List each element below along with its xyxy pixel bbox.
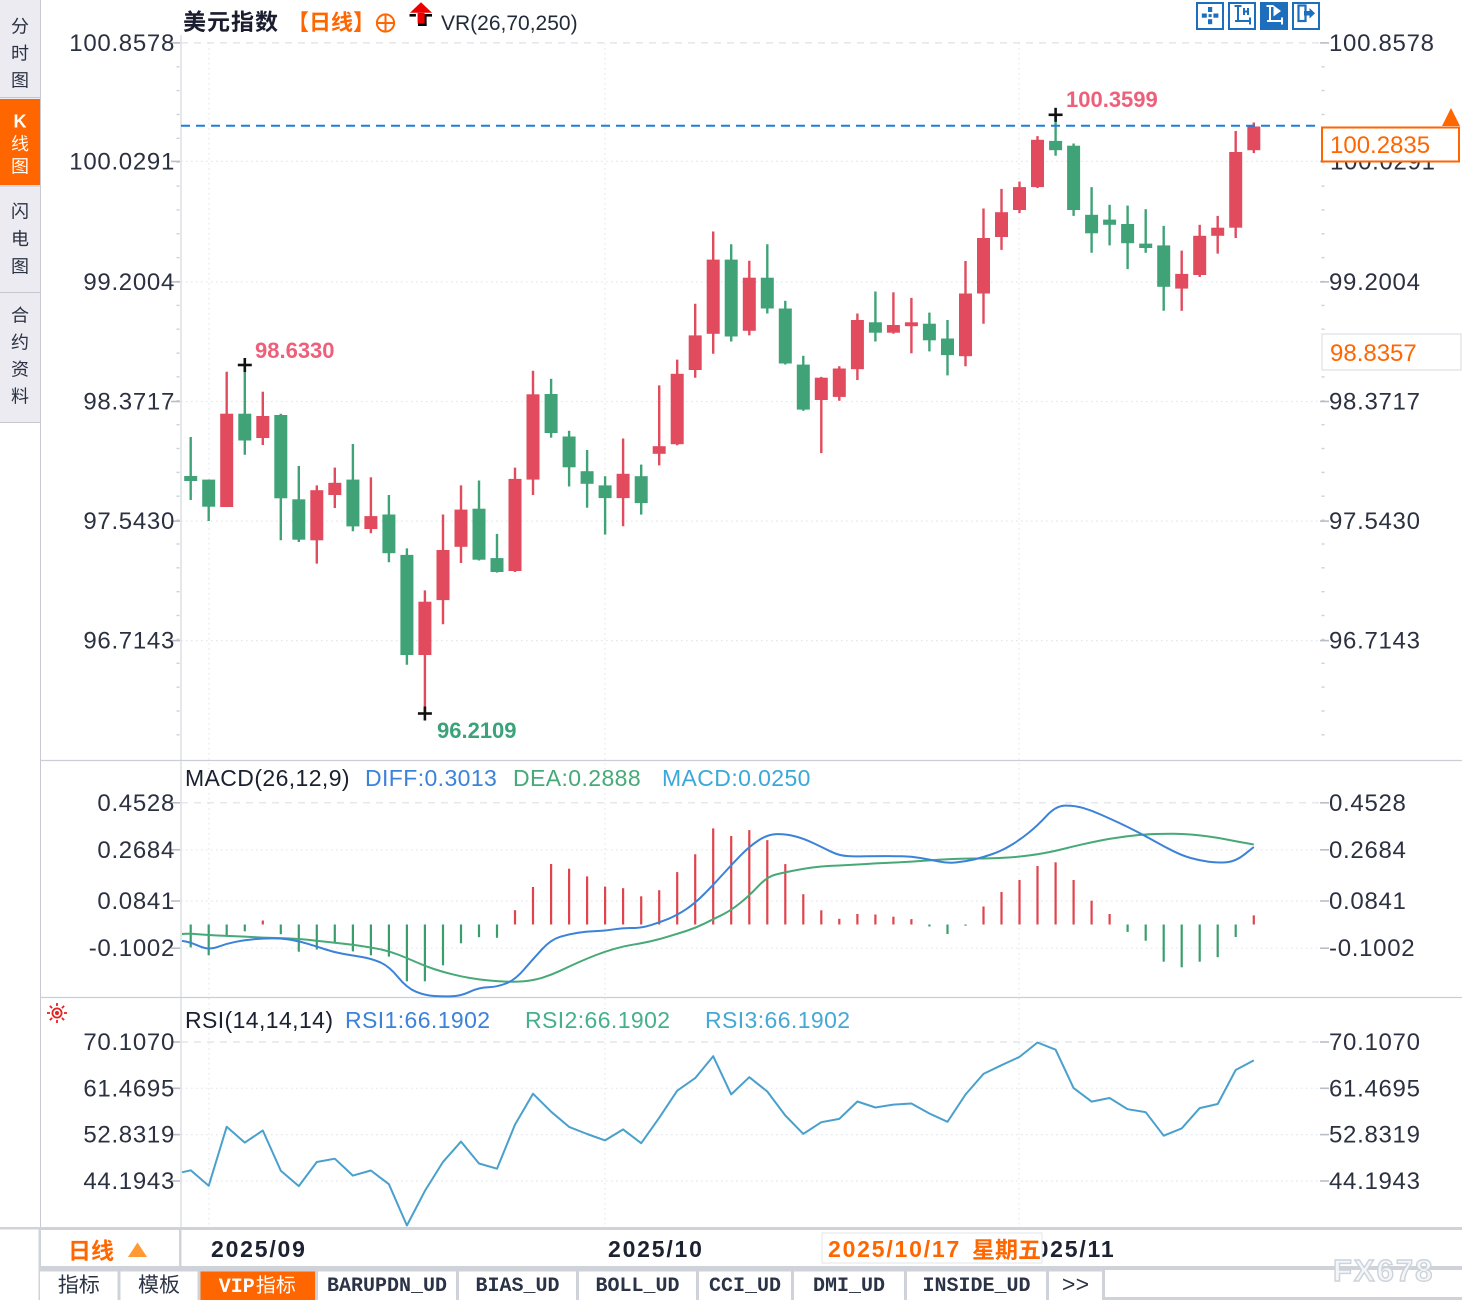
svg-text:VR(26,70,250): VR(26,70,250) — [441, 12, 578, 35]
svg-text:BIAS_UD: BIAS_UD — [475, 1275, 559, 1298]
svg-text:DEA:0.2888: DEA:0.2888 — [513, 765, 641, 791]
svg-text:FX678: FX678 — [1333, 1253, 1434, 1288]
svg-text:DMI_UD: DMI_UD — [813, 1275, 885, 1298]
svg-text:96.7143: 96.7143 — [83, 628, 175, 655]
svg-text:BOLL_UD: BOLL_UD — [595, 1275, 679, 1298]
svg-text:RSI(14,14,14): RSI(14,14,14) — [185, 1007, 333, 1033]
svg-text:97.5430: 97.5430 — [1329, 508, 1421, 535]
svg-text:52.8319: 52.8319 — [1329, 1122, 1421, 1149]
svg-text:97.5430: 97.5430 — [83, 508, 175, 535]
svg-text:44.1943: 44.1943 — [1329, 1168, 1421, 1195]
svg-text:98.3717: 98.3717 — [83, 389, 175, 416]
svg-text:61.4695: 61.4695 — [83, 1075, 175, 1102]
svg-text:MACD:0.0250: MACD:0.0250 — [662, 765, 811, 791]
svg-text:RSI3:66.1902: RSI3:66.1902 — [705, 1007, 850, 1033]
svg-text:2025/10: 2025/10 — [608, 1236, 704, 1262]
svg-text:100.2835: 100.2835 — [1330, 132, 1430, 159]
svg-text:0.0841: 0.0841 — [97, 888, 175, 915]
svg-text:DIFF:0.3013: DIFF:0.3013 — [365, 765, 497, 791]
svg-text:70.1070: 70.1070 — [83, 1029, 175, 1056]
svg-text:99.2004: 99.2004 — [83, 269, 175, 296]
svg-text:RSI1:66.1902: RSI1:66.1902 — [345, 1007, 490, 1033]
svg-text:>>: >> — [1062, 1273, 1090, 1299]
svg-text:CCI_UD: CCI_UD — [709, 1275, 781, 1298]
svg-text:44.1943: 44.1943 — [83, 1168, 175, 1195]
svg-text:100.8578: 100.8578 — [69, 30, 175, 57]
svg-text:52.8319: 52.8319 — [83, 1122, 175, 1149]
svg-text:0.2684: 0.2684 — [97, 837, 175, 864]
svg-text:100.8578: 100.8578 — [1329, 30, 1435, 57]
svg-text:98.8357: 98.8357 — [1330, 340, 1417, 367]
svg-text:70.1070: 70.1070 — [1329, 1029, 1421, 1056]
svg-text:-0.1002: -0.1002 — [1329, 935, 1415, 962]
svg-text:VIP: VIP — [219, 1276, 255, 1299]
svg-text:MACD(26,12,9): MACD(26,12,9) — [185, 765, 350, 791]
svg-text:98.3717: 98.3717 — [1329, 389, 1421, 416]
svg-text:100.0291: 100.0291 — [69, 148, 175, 175]
svg-text:-0.1002: -0.1002 — [89, 935, 175, 962]
svg-text:96.7143: 96.7143 — [1329, 628, 1421, 655]
svg-text:61.4695: 61.4695 — [1329, 1075, 1421, 1102]
svg-text:2025/09: 2025/09 — [211, 1236, 307, 1262]
svg-text:96.2109: 96.2109 — [437, 718, 517, 743]
svg-text:K: K — [14, 112, 27, 132]
svg-text:BARUPDN_UD: BARUPDN_UD — [327, 1275, 447, 1298]
svg-text:RSI2:66.1902: RSI2:66.1902 — [525, 1007, 670, 1033]
svg-text:99.2004: 99.2004 — [1329, 269, 1421, 296]
svg-text:2025/10/17: 2025/10/17 — [828, 1236, 961, 1262]
svg-text:0.2684: 0.2684 — [1329, 837, 1407, 864]
svg-text:100.3599: 100.3599 — [1066, 87, 1158, 112]
svg-text:INSIDE_UD: INSIDE_UD — [922, 1275, 1030, 1298]
svg-text:0.4528: 0.4528 — [97, 790, 175, 817]
svg-text:0.4528: 0.4528 — [1329, 790, 1407, 817]
svg-text:98.6330: 98.6330 — [255, 338, 335, 363]
svg-text:0.0841: 0.0841 — [1329, 888, 1407, 915]
